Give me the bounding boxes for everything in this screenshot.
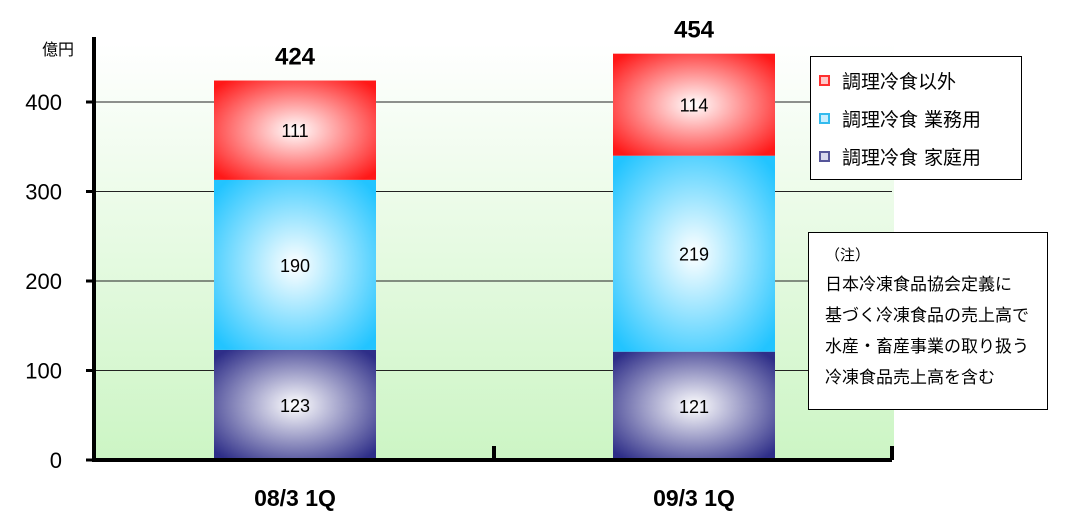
legend-item-foodservice: 調理冷食 業務用 [811,99,1021,137]
y-tick-label: 200 [25,269,62,294]
bar-total-label: 454 [674,17,715,44]
legend-label: 調理冷食 家庭用 [842,143,981,170]
x-category-label: 09/3 1Q [653,485,735,511]
legend-item-other: 調理冷食以外 [811,61,1021,99]
legend-item-household: 調理冷食 家庭用 [811,137,1021,175]
x-category-label: 08/3 1Q [254,485,336,511]
note-line: 日本冷凍食品協会定義に [825,270,1047,301]
bar-total-label: 424 [275,44,316,71]
note-line: 冷凍食品売上高を含む [825,363,1047,394]
y-tick-label: 300 [25,180,62,205]
note-line: 水産・畜産事業の取り扱う [825,332,1047,363]
y-tick-label: 0 [50,448,62,473]
legend-label: 調理冷食 業務用 [842,105,981,132]
note-line: 基づく冷凍食品の売上高で [825,301,1047,332]
bar-value-label: 111 [281,121,308,141]
bar-value-label: 219 [679,245,709,265]
y-tick-label: 100 [25,359,62,384]
y-tick-label: 400 [25,90,62,115]
bar-value-label: 114 [680,96,709,116]
legend-swatch-red [819,75,830,86]
legend: 調理冷食以外 調理冷食 業務用 調理冷食 家庭用 [810,56,1022,180]
legend-swatch-navy [819,151,830,162]
bar-value-label: 121 [679,397,709,417]
note-title: （注） [825,245,1047,265]
bar-value-label: 190 [280,256,310,276]
legend-swatch-cyan [819,113,830,124]
bar-value-label: 123 [280,396,310,416]
legend-label: 調理冷食以外 [842,67,956,94]
y-unit-label: 億円 [42,41,74,59]
note-box: （注） 日本冷凍食品協会定義に 基づく冷凍食品の売上高で 水産・畜産事業の取り扱… [808,232,1048,410]
